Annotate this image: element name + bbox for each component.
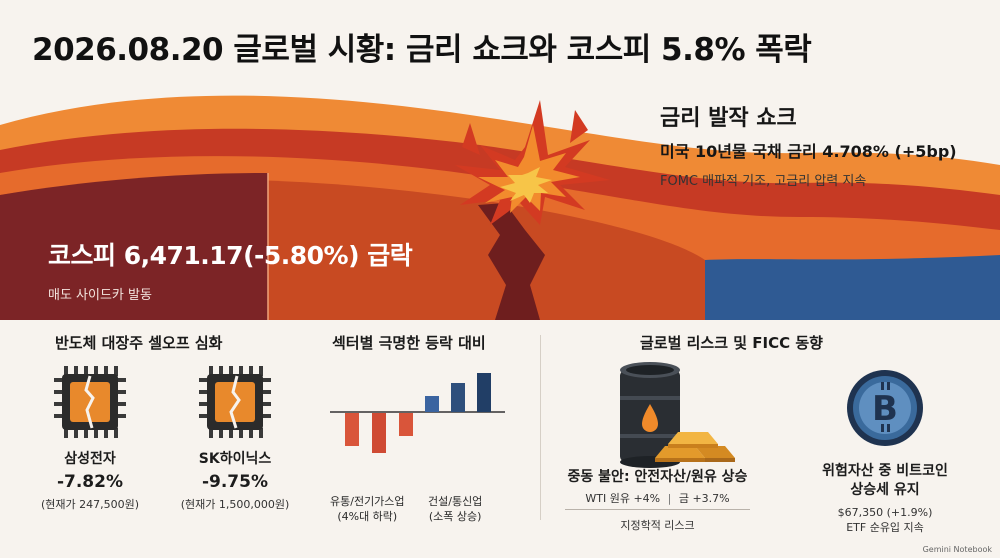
wave-illustration	[0, 95, 1000, 320]
oil-barrel-icon	[620, 362, 680, 468]
hero-banner	[0, 85, 1000, 320]
up-bar	[477, 373, 491, 412]
semis-section-title: 반도체 대장주 셀오프 심화	[55, 334, 223, 352]
stock-change: -9.75%	[201, 472, 269, 492]
stock-card-skhynix: SK하이닉스 -9.75% (현재가 1,500,000원)	[170, 362, 300, 512]
rate-shock-panel: 금리 발작 쇼크 미국 10년물 국채 금리 4.708% (+5bp) FOM…	[660, 100, 990, 189]
mideast-risk-title: 중동 불안: 안전자산/원유 상승	[567, 469, 748, 485]
up-sector-label: 건설/통신업 (소폭 상승)	[428, 494, 482, 524]
up-bar	[451, 383, 465, 412]
bitcoin-title: 위험자산 중 비트코인 상승세 유지	[800, 462, 970, 500]
geopolitical-risk-label: 지정학적 리스크	[620, 519, 695, 532]
fomc-note: FOMC 매파적 기조, 고금리 압력 지속	[660, 174, 867, 189]
kospi-headline: 코스피 6,471.17(-5.80%) 급락	[48, 241, 413, 270]
section-divider	[540, 335, 541, 520]
stock-price: (현재가 247,500원)	[40, 498, 140, 511]
risk-divider-line	[565, 509, 750, 510]
down-bar	[345, 413, 359, 446]
bitcoin-details: $67,350 (+1.9%) ETF 순유입 지속	[800, 505, 970, 535]
etf-inflow-note: ETF 순유입 지속	[846, 521, 924, 534]
stock-name: SK하이닉스	[198, 451, 272, 467]
down-bar	[372, 413, 386, 453]
treasury-yield-text: 미국 10년물 국채 금리 4.708% (+5bp)	[660, 142, 957, 161]
up-bar	[425, 396, 439, 412]
global-section-title: 글로벌 리스크 및 FICC 동향	[640, 334, 823, 352]
bitcoin-title-line-2: 상승세 유지	[850, 482, 920, 498]
crack-icon	[478, 203, 545, 320]
sector-bars	[330, 373, 505, 453]
sector-bar-chart	[325, 360, 510, 490]
down-sector-name: 유통/전기가스업	[330, 495, 405, 508]
stock-change: -7.82%	[56, 472, 124, 492]
stock-card-samsung: 삼성전자 -7.82% (현재가 247,500원)	[25, 362, 155, 512]
sectors-section-title: 섹터별 극명한 등락 대비	[332, 334, 486, 352]
page-title: 2026.08.20 글로벌 시황: 금리 쇼크와 코스피 5.8% 폭락	[32, 32, 812, 68]
bitcoin-coin: B	[845, 368, 925, 448]
kospi-panel: 코스피 6,471.17(-5.80%) 급락 매도 사이드카 발동	[48, 236, 413, 303]
svg-text:B: B	[872, 389, 898, 429]
down-sector-note: (4%대 하락)	[337, 510, 398, 523]
bitcoin-title-line-1: 위험자산 중 비트코인	[822, 463, 948, 479]
up-sector-note: (소폭 상승)	[428, 510, 482, 523]
stock-name: 삼성전자	[64, 451, 116, 467]
stock-price: (현재가 1,500,000원)	[180, 498, 290, 511]
broken-chip-icon	[199, 366, 271, 438]
watermark-logo: Gemini Notebook	[922, 545, 992, 554]
commodity-moves: WTI 원유 +4% | 금 +3.7%	[585, 492, 730, 505]
broken-chip-icon	[54, 366, 126, 438]
gold-bars-icon	[655, 432, 735, 462]
bitcoin-icon: B	[847, 370, 923, 446]
down-sector-label: 유통/전기가스업 (4%대 하락)	[330, 494, 405, 524]
sidecar-note: 매도 사이드카 발동	[48, 288, 152, 303]
wti-change: WTI 원유 +4%	[585, 492, 661, 505]
bitcoin-price: $67,350 (+1.9%)	[837, 506, 933, 519]
up-sector-name: 건설/통신업	[428, 495, 483, 508]
gold-change: 금 +3.7%	[678, 492, 730, 505]
explosion-icon	[455, 100, 610, 225]
down-bar	[399, 413, 413, 436]
oil-gold-illustration	[560, 358, 760, 468]
rate-shock-title: 금리 발작 쇼크	[660, 106, 797, 131]
